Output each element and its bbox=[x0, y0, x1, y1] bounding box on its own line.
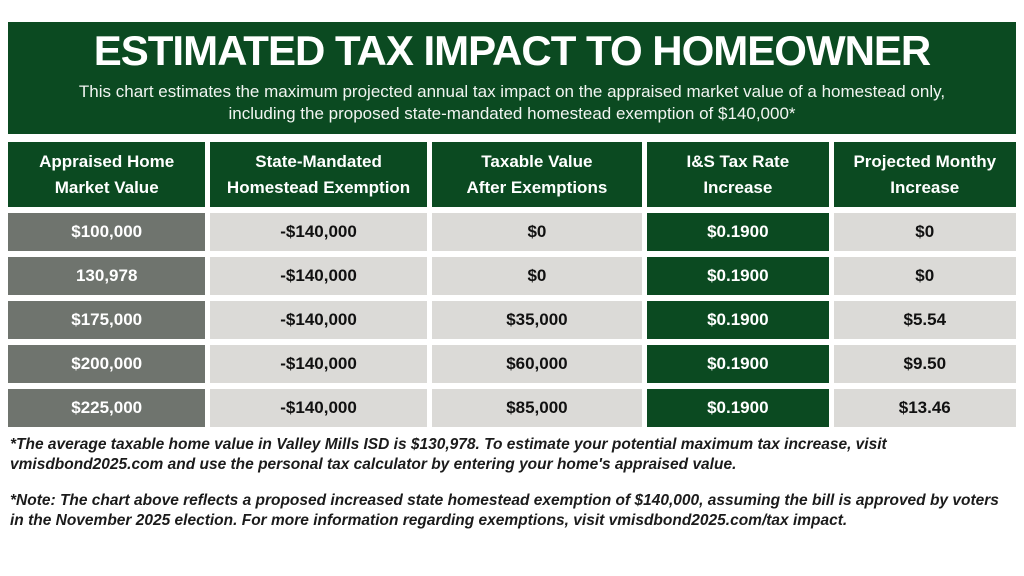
table-cell: -$140,000 bbox=[210, 257, 427, 295]
subtitle-line-1: This chart estimates the maximum project… bbox=[78, 81, 946, 101]
table-cell: $60,000 bbox=[431, 345, 643, 383]
footnote-exemption-note: *Note: The chart above reflects a propos… bbox=[10, 491, 999, 530]
table-cell: $5.54 bbox=[833, 301, 1016, 339]
table-cell: $0.1900 bbox=[647, 301, 829, 339]
column-header-monthly-increase: Projected Monthy Increase bbox=[833, 142, 1016, 207]
table-cell: $0.1900 bbox=[647, 213, 829, 251]
table-cell: $35,000 bbox=[431, 301, 643, 339]
column-header-appraised-value: Appraised Home Market Value bbox=[8, 142, 206, 207]
table-cell: -$140,000 bbox=[210, 213, 427, 251]
column-header-taxable-value: Taxable Value After Exemptions bbox=[431, 142, 643, 207]
table-cell: $225,000 bbox=[8, 389, 206, 427]
table-cell: -$140,000 bbox=[210, 345, 427, 383]
tax-impact-table: Appraised Home Market Value State-Mandat… bbox=[8, 142, 1016, 427]
table-cell: $85,000 bbox=[431, 389, 643, 427]
table-cell: $200,000 bbox=[8, 345, 206, 383]
column-header-tax-rate-increase: I&S Tax Rate Increase bbox=[647, 142, 829, 207]
table-cell: $0.1900 bbox=[647, 345, 829, 383]
header-banner: ESTIMATED TAX IMPACT TO HOMEOWNER This c… bbox=[8, 22, 1016, 134]
table-cell: -$140,000 bbox=[210, 389, 427, 427]
table-cell: $9.50 bbox=[833, 345, 1016, 383]
footnotes-section: *The average taxable home value in Valle… bbox=[8, 427, 1016, 532]
table-cell: $0.1900 bbox=[647, 257, 829, 295]
table-cell: $175,000 bbox=[8, 301, 206, 339]
footnote-average-value: *The average taxable home value in Valle… bbox=[10, 436, 887, 474]
table-cell: $0 bbox=[833, 213, 1016, 251]
page-subtitle: This chart estimates the maximum project… bbox=[28, 81, 996, 126]
subtitle-line-2: including the proposed state-mandated ho… bbox=[228, 104, 796, 124]
table-cell: $0 bbox=[431, 213, 643, 251]
table-cell: $0 bbox=[431, 257, 643, 295]
table-cell: $13.46 bbox=[833, 389, 1016, 427]
table-cell: $0.1900 bbox=[647, 389, 829, 427]
table-cell: -$140,000 bbox=[210, 301, 427, 339]
table-cell: $0 bbox=[833, 257, 1016, 295]
table-cell: 130,978 bbox=[8, 257, 206, 295]
column-header-homestead-exemption: State-Mandated Homestead Exemption bbox=[210, 142, 427, 207]
table-cell: $100,000 bbox=[8, 213, 206, 251]
page-title: ESTIMATED TAX IMPACT TO HOMEOWNER bbox=[93, 27, 932, 75]
